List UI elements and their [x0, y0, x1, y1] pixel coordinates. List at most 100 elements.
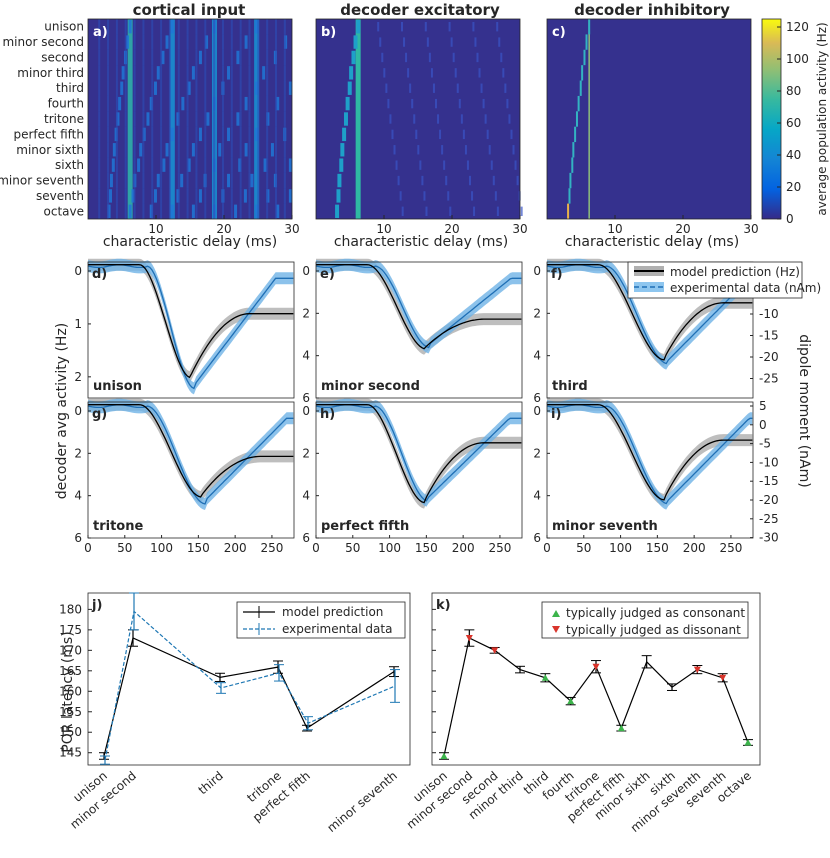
heatmap-cell — [177, 203, 180, 219]
heatmap-cell — [221, 126, 224, 143]
heatmap-cell — [115, 203, 118, 219]
heatmap-cell — [270, 143, 274, 157]
heatmap-cell — [469, 175, 471, 186]
heatmap-cell — [108, 189, 112, 203]
heatmap-cell — [195, 65, 198, 81]
heatmap-cell — [156, 66, 160, 80]
heatmap-cell — [98, 188, 101, 204]
heatmap-cell — [385, 83, 388, 93]
heatmap-cell — [283, 80, 286, 96]
dissonant-marker — [491, 647, 499, 654]
heatmap-cell — [283, 34, 286, 50]
heatmap-cell — [262, 66, 266, 80]
heatmap-cell — [458, 98, 461, 109]
heatmap-frame — [315, 18, 521, 220]
latency-legend — [236, 601, 406, 639]
heatmap-cell — [142, 80, 145, 96]
experimental-band — [316, 258, 522, 354]
heatmap-cell — [160, 188, 163, 204]
heatmap-cell — [448, 22, 451, 32]
heatmap-cell — [186, 172, 189, 189]
heatmap-cell — [571, 157, 574, 173]
heatmap-cell — [204, 126, 207, 143]
heatmap-cell — [239, 203, 242, 219]
heatmap-cell — [488, 145, 491, 155]
heatmap-cell — [239, 142, 242, 158]
heatmap-cell — [128, 204, 132, 218]
trace-ytick-label: 2 — [302, 306, 310, 320]
heatmap-cell — [574, 126, 577, 143]
heatmap-cell — [266, 126, 269, 143]
heatmap-cell — [275, 172, 277, 189]
heatmap-cell — [283, 65, 286, 81]
heatmap-row-label: minor second — [2, 35, 84, 49]
heatmap-cell — [133, 203, 136, 219]
heatmap-cell — [204, 188, 207, 204]
heatmap-cell — [572, 142, 575, 158]
colorbar-tick-label: 20 — [786, 180, 801, 194]
heatmap-cell — [151, 172, 154, 189]
heatmap-cell — [151, 188, 154, 204]
latency-ylabel: POR latency (ms) — [60, 631, 76, 752]
heatmap-cell — [248, 111, 251, 127]
heatmap-cell — [221, 172, 224, 189]
dissonant-marker — [719, 674, 727, 682]
heatmap-cell — [124, 49, 127, 66]
latency-legend-consonant: typically judged as consonant — [566, 606, 745, 620]
heatmap-cell — [177, 126, 180, 143]
latency-legend — [541, 601, 749, 639]
trace-ytick-label: 0 — [302, 404, 310, 418]
heatmap-cell — [236, 112, 240, 126]
heatmap-cell — [276, 96, 280, 111]
heatmap-cell — [275, 111, 277, 127]
heatmap-cell — [248, 188, 251, 204]
trace-legend-experimental: experimental data (nAm) — [670, 281, 821, 295]
heatmap-cell — [411, 98, 414, 109]
heatmap-cell — [107, 65, 110, 81]
model-latency-line — [443, 637, 749, 757]
heatmap-cell — [221, 188, 224, 204]
heatmap-cell — [575, 111, 578, 127]
heatmap-cell — [165, 35, 169, 49]
heatmap-cell — [195, 34, 198, 50]
trace-ylabel-left: decoder avg activity (Hz) — [54, 323, 70, 500]
trace-ytick-label: 6 — [302, 531, 310, 545]
heatmap-cell — [567, 203, 570, 219]
trace-xtick-label: 200 — [452, 541, 475, 555]
heatmap-cell — [472, 22, 475, 32]
heatmap-cell — [142, 65, 145, 81]
latency-legend-model: model prediction — [282, 605, 383, 619]
heatmap-cell — [336, 189, 341, 203]
trace-ytick-right-label: -15 — [759, 474, 779, 488]
heatmap-cell — [437, 114, 440, 124]
heatmap-cell — [204, 95, 207, 112]
trace-panel-minor-second: e) minor second 0 2 4 6 — [302, 258, 523, 405]
heatmap-cell — [111, 158, 115, 172]
heatmap-cell — [405, 52, 408, 63]
heatmap-cell — [356, 20, 361, 34]
heatmap-cell — [160, 157, 163, 173]
heatmap-cell — [239, 49, 242, 66]
heatmap-cell — [124, 157, 127, 173]
heatmap-cell — [579, 80, 582, 96]
heatmap-cell — [124, 80, 127, 96]
heatmap-cell — [204, 34, 207, 50]
heatmap-cell — [115, 19, 118, 35]
heatmap-cell — [124, 95, 127, 112]
model-line — [547, 264, 753, 361]
heatmap-cell — [275, 126, 277, 143]
heatmap-decoder-inhibitory: 10 20 30 c) — [546, 18, 759, 236]
heatmap-cell — [195, 157, 198, 173]
heatmap-cell — [403, 37, 406, 47]
consonant-marker — [541, 674, 549, 681]
heatmap-cell — [213, 49, 216, 66]
heatmap-cell — [133, 95, 136, 112]
heatmap-cell — [98, 172, 101, 189]
heatmap-cell — [230, 142, 233, 158]
heatmap-cell — [407, 68, 410, 78]
heatmap-cell — [275, 203, 277, 219]
trace-xtick-label: 250 — [719, 541, 742, 555]
panel-label: b) — [321, 25, 336, 40]
